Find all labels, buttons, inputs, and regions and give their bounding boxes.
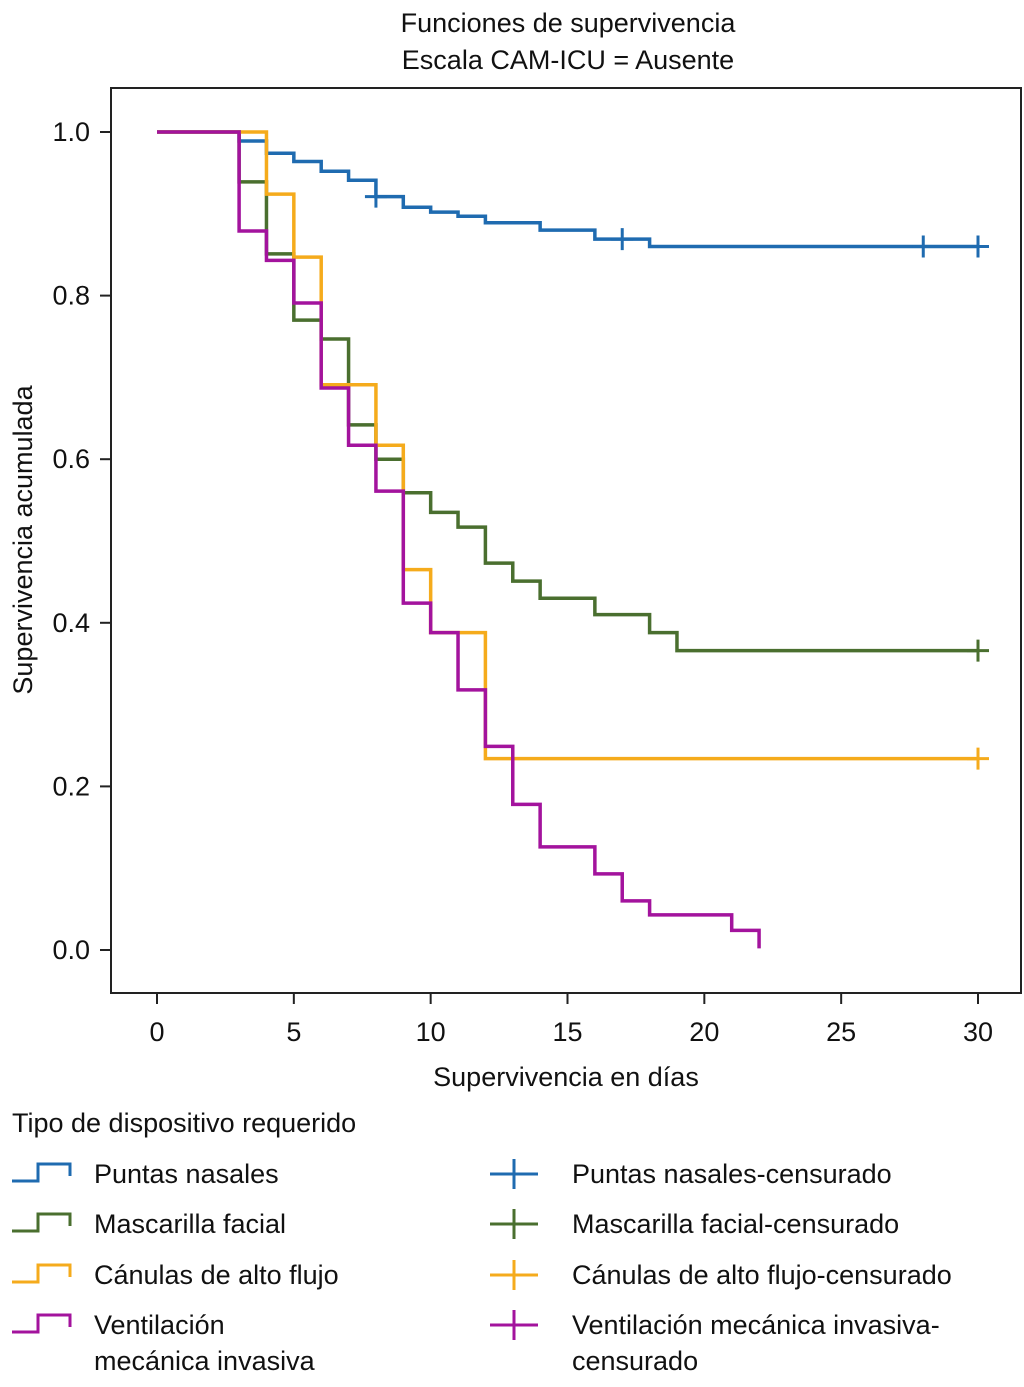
y-axis: 0.0 0.2 0.4 0.6 0.8 1.0 [52, 117, 111, 965]
step-line-icon [12, 1212, 72, 1233]
censor-mark-puntas-nasales [967, 235, 989, 258]
legend-item: Mascarilla facial-censurado [490, 1206, 1010, 1242]
y-tick-label: 1.0 [52, 117, 90, 147]
censor-plus-icon [490, 1209, 538, 1239]
x-tick-label: 10 [416, 1017, 446, 1047]
legend-item: Cánulas de alto flujo [12, 1257, 342, 1293]
legend-item: Mascarilla facial [12, 1206, 342, 1242]
y-axis-label: Supervivencia acumulada [8, 384, 38, 694]
survival-chart: Funciones de supervivencia Escala CAM-IC… [8, 8, 1022, 1092]
legend-label: Mascarilla facial [94, 1209, 287, 1239]
legend-label: Ventilación mecánica invasiva [94, 1310, 315, 1376]
step-line-icon [12, 1313, 72, 1334]
censor-mark-mascarilla-facial [967, 639, 989, 662]
legend-item: Puntas nasales-censurado [490, 1156, 1010, 1192]
series-line-puntas-nasales [157, 130, 978, 249]
censor-mark-puntas-nasales [364, 185, 387, 208]
legend-item: Ventilación mecánica invasiva-censurado [490, 1307, 1010, 1379]
y-tick-label: 0.4 [52, 608, 90, 638]
x-tick-label: 0 [149, 1017, 164, 1047]
y-tick-label: 0.6 [52, 444, 90, 474]
y-tick-label: 0.0 [52, 935, 90, 965]
censor-plus-icon [490, 1159, 538, 1189]
series-group [157, 130, 989, 949]
censor-mark-puntas-nasales [912, 235, 935, 258]
series-line-mascarilla-facial [157, 130, 978, 653]
step-line-icon [12, 1162, 72, 1183]
x-tick-label: 30 [963, 1017, 993, 1047]
series-line-canulas-de-alto-flujo [157, 130, 978, 761]
legend-title: Tipo de dispositivo requerido [12, 1108, 357, 1138]
censor-plus-icon [490, 1260, 538, 1290]
chart-title: Funciones de supervivencia [401, 8, 737, 38]
legend-item: Cánulas de alto flujo-censurado [490, 1257, 1010, 1293]
x-tick-label: 5 [286, 1017, 301, 1047]
legend-label: Puntas nasales [94, 1159, 279, 1189]
legend-label: Cánulas de alto flujo [94, 1260, 339, 1290]
y-tick-label: 0.8 [52, 281, 90, 311]
legend-item: Ventilación mecánica invasiva [12, 1307, 342, 1379]
y-tick-label: 0.2 [52, 771, 90, 801]
series-line-ventilacion-mecanica-invasiva [157, 130, 761, 949]
legend-label: Puntas nasales-censurado [572, 1159, 892, 1189]
x-axis: 0 5 10 15 20 25 30 [149, 993, 993, 1047]
x-tick-label: 15 [552, 1017, 582, 1047]
legend-label: Cánulas de alto flujo-censurado [572, 1260, 952, 1290]
plot-frame [110, 87, 1022, 994]
x-tick-label: 25 [826, 1017, 856, 1047]
x-axis-label: Supervivencia en días [433, 1062, 699, 1092]
censor-plus-icon [490, 1310, 538, 1340]
censor-mark-canulas-de-alto-flujo [967, 747, 989, 770]
step-line-icon [12, 1263, 72, 1284]
legend-item: Puntas nasales [12, 1156, 342, 1192]
legend-label: Ventilación mecánica invasiva-censurado [572, 1310, 940, 1376]
chart-subtitle: Escala CAM-ICU = Ausente [402, 45, 734, 75]
censor-mark-puntas-nasales [611, 228, 634, 251]
legend-label: Mascarilla facial-censurado [572, 1209, 900, 1239]
x-tick-label: 20 [689, 1017, 719, 1047]
